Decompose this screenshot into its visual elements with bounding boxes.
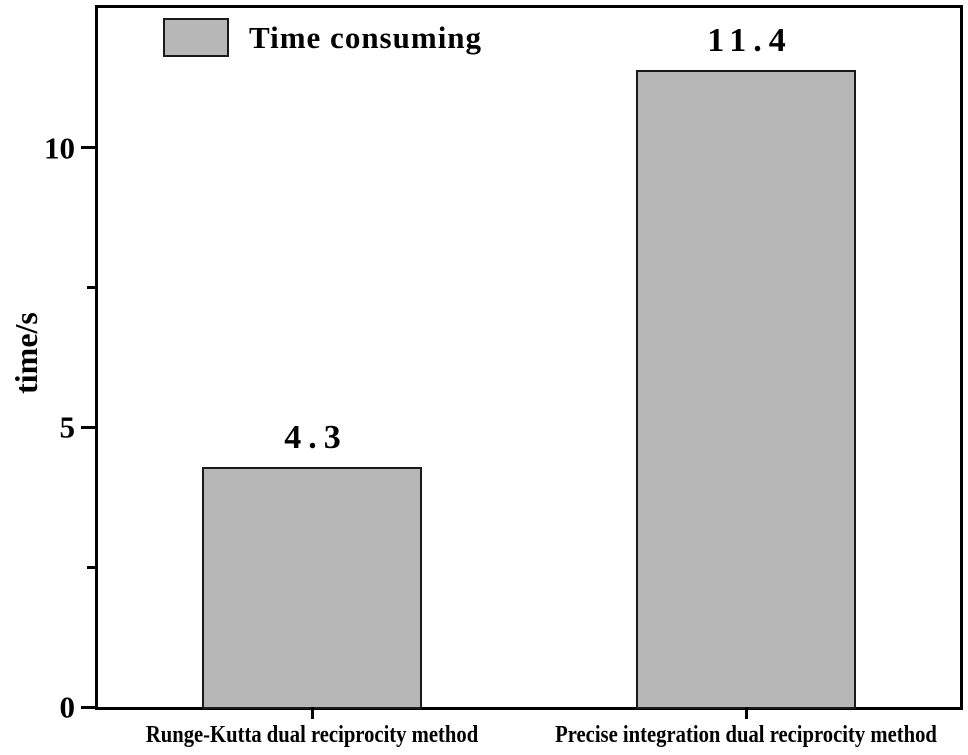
y-axis-tick-label: 5 <box>59 409 76 445</box>
x-category-label: Precise integration dual reciprocity met… <box>555 722 937 748</box>
legend: Time consuming <box>163 18 482 57</box>
x-axis-tick <box>744 707 748 719</box>
bar <box>636 69 856 709</box>
y-axis-minor-tick <box>87 286 95 290</box>
bar-value-label: 11.4 <box>707 21 793 59</box>
legend-label: Time consuming <box>249 20 483 55</box>
y-axis-major-tick <box>81 425 95 429</box>
y-axis-tick-label: 0 <box>59 689 76 725</box>
y-axis-title: time/s <box>8 312 44 394</box>
y-axis-tick-label: 10 <box>44 130 75 166</box>
bar-value-label: 4.3 <box>284 418 348 456</box>
legend-swatch-icon <box>163 18 229 57</box>
bar <box>202 466 422 709</box>
y-axis-major-tick <box>81 146 95 150</box>
y-axis-minor-tick <box>87 565 95 569</box>
x-category-label: Runge-Kutta dual reciprocity method <box>145 722 479 748</box>
x-axis-tick <box>310 707 314 719</box>
y-axis-major-tick <box>81 705 95 709</box>
